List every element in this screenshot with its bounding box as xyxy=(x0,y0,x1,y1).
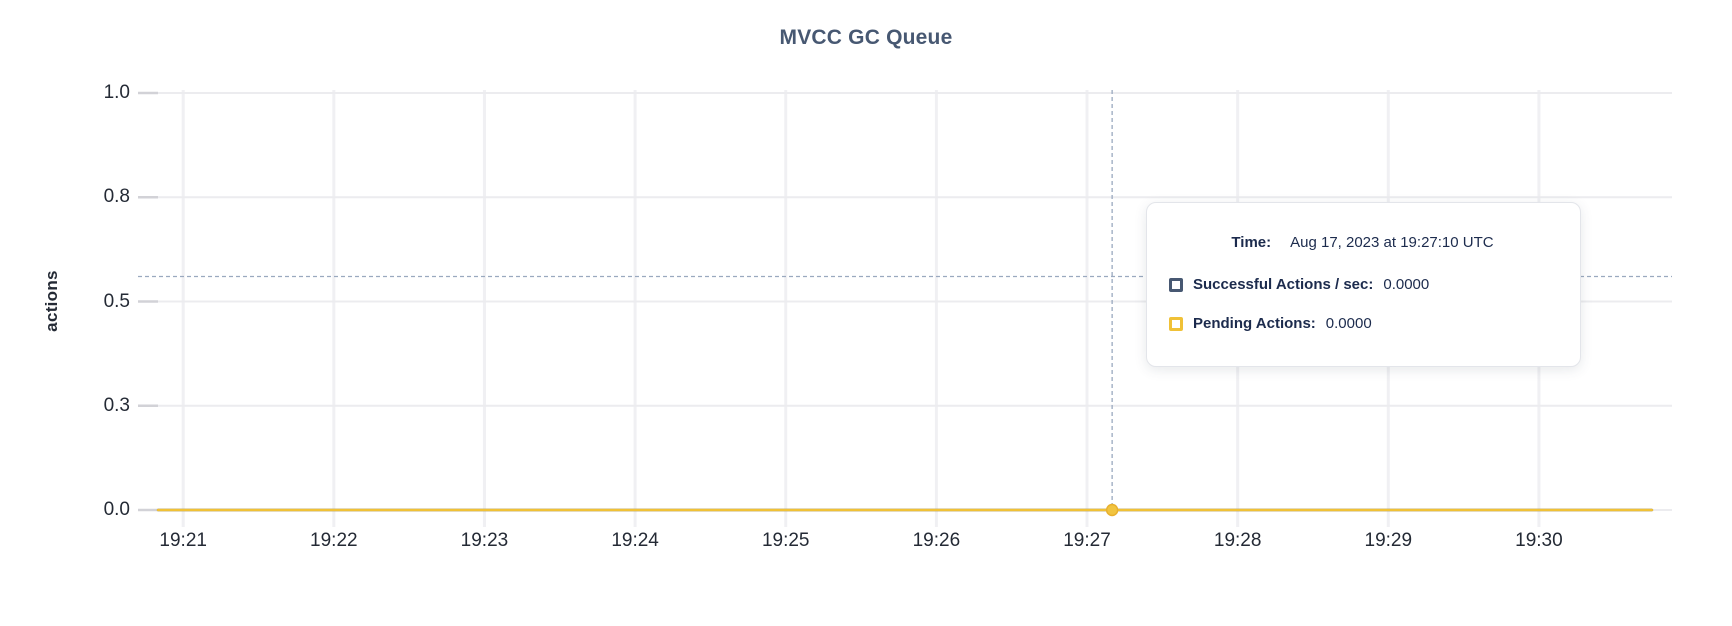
x-tick-label: 19:30 xyxy=(1515,530,1563,551)
x-tick-label: 19:28 xyxy=(1213,530,1262,551)
tooltip-row-successful-actions: Successful Actions / sec: 0.0000 xyxy=(1169,276,1556,293)
tooltip-time-value: Aug 17, 2023 at 19:27:10 UTC xyxy=(1290,234,1494,251)
x-tick-label: 19:21 xyxy=(159,530,207,551)
tooltip-series-value: 0.0000 xyxy=(1383,276,1430,293)
tooltip-row-pending-actions: Pending Actions: 0.0000 xyxy=(1169,315,1556,332)
x-tick-label: 19:25 xyxy=(761,530,810,551)
pending-actions-swatch-icon xyxy=(1169,316,1183,331)
successful-actions-swatch-icon xyxy=(1169,277,1183,292)
tooltip-series-label: Pending Actions: xyxy=(1193,315,1316,332)
x-tick-label: 19:24 xyxy=(611,530,659,551)
y-tick-label: 0.5 xyxy=(103,290,130,312)
y-tick-label: 1.0 xyxy=(103,82,130,103)
tooltip-series-value: 0.0000 xyxy=(1325,315,1372,332)
chart-hover-tooltip: Time: Aug 17, 2023 at 19:27:10 UTC Succes… xyxy=(1146,202,1581,367)
x-tick-label: 19:29 xyxy=(1364,530,1413,551)
x-tick-label: 19:22 xyxy=(310,530,358,551)
tooltip-series-label: Successful Actions / sec: xyxy=(1193,276,1374,293)
chart-title: MVCC GC Queue xyxy=(779,26,953,49)
x-tick-label: 19:26 xyxy=(912,530,961,551)
x-tick-label: 19:27 xyxy=(1063,530,1111,551)
y-tick-label: 0.0 xyxy=(103,499,130,520)
x-tick-label: 19:23 xyxy=(460,530,509,551)
hover-point-dot xyxy=(1105,503,1119,517)
y-tick-label: 0.8 xyxy=(103,186,130,208)
y-tick-label: 0.3 xyxy=(103,394,130,416)
tooltip-time-row: Time: Aug 17, 2023 at 19:27:10 UTC xyxy=(1169,234,1556,251)
tooltip-time-label: Time: xyxy=(1231,234,1272,251)
